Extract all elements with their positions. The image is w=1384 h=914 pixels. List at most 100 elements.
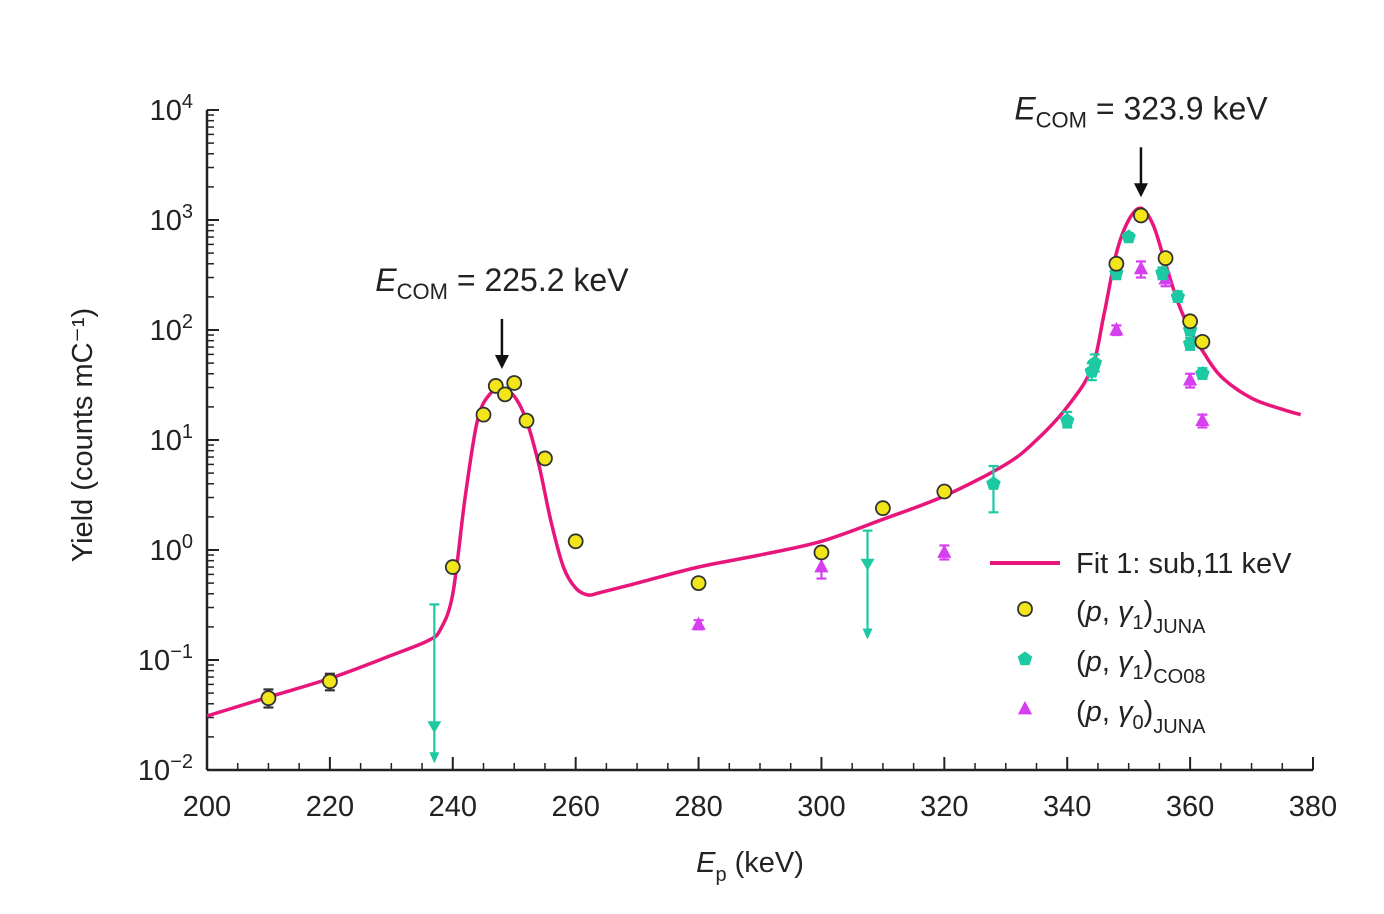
data-marker <box>260 690 277 707</box>
data-point <box>1157 250 1174 267</box>
data-point <box>936 483 953 500</box>
x-tick-label: 260 <box>551 791 599 823</box>
data-point <box>814 556 829 580</box>
legend: Fit 1: sub,11 keV (p, γ1)JUNA (p, γ1)CO08 (… <box>990 548 1292 738</box>
data-point <box>937 544 952 561</box>
data-marker <box>1195 366 1210 380</box>
y-tick-label: 100 <box>150 531 193 567</box>
data-marker <box>874 500 891 517</box>
data-marker <box>814 558 829 573</box>
data-point <box>427 603 442 764</box>
data-marker <box>1109 321 1124 336</box>
x-tick-label: 320 <box>920 791 968 823</box>
data-point <box>518 412 535 429</box>
data-marker <box>691 616 706 630</box>
x-tick-label: 380 <box>1289 791 1337 823</box>
series-circle <box>260 207 1211 709</box>
annotation-arrow-head <box>1133 183 1148 198</box>
legend-fit-label: Fit 1: sub,11 keV <box>1076 548 1292 580</box>
x-tick-label: 340 <box>1043 791 1091 823</box>
upper-limit-arrow <box>862 628 873 640</box>
data-point <box>1194 333 1211 350</box>
data-point <box>1195 412 1210 429</box>
data-point <box>1182 336 1198 351</box>
legend-label: (p, γ1)CO08 <box>1076 646 1205 688</box>
data-point <box>567 533 584 550</box>
data-point <box>475 406 492 423</box>
x-tick-label: 220 <box>306 791 354 823</box>
data-point <box>813 544 830 561</box>
data-point <box>986 464 1001 514</box>
data-marker <box>497 386 513 403</box>
data-marker <box>1087 355 1103 370</box>
legend-marker <box>1017 651 1033 666</box>
fit-curve-layer <box>206 206 1302 718</box>
data-point <box>1087 353 1103 373</box>
y-tick-label: 10−2 <box>138 751 193 787</box>
annotations-layer: ECOM = 225.2 keV ECOM = 323.9 keV <box>375 90 1268 369</box>
data-point <box>874 500 891 517</box>
data-point <box>1182 372 1198 389</box>
annotation-label: ECOM = 225.2 keV <box>375 262 629 304</box>
x-axis: 200 220 240 260 280 300 320 340 360 380 Ep (keV) <box>183 757 1337 886</box>
data-point <box>1170 289 1186 304</box>
data-point <box>691 616 706 631</box>
data-point <box>1109 321 1124 337</box>
data-marker <box>1182 313 1199 330</box>
data-marker <box>1155 265 1170 280</box>
data-marker <box>1170 289 1186 303</box>
data-point <box>506 375 523 391</box>
annotation-arrow-head <box>494 354 509 369</box>
legend-entry-fit: Fit 1: sub,11 keV <box>990 548 1292 580</box>
legend-marker <box>1017 700 1033 715</box>
y-axis: 10−2 10−1 100 101 102 103 104 Yield (counts mC⁻… <box>67 91 219 787</box>
data-marker <box>321 673 338 690</box>
data-marker <box>444 559 461 575</box>
data-point <box>1182 313 1199 330</box>
data-marker <box>1194 333 1211 350</box>
data-marker <box>518 412 535 429</box>
data-point <box>1060 410 1075 429</box>
data-marker <box>1195 412 1210 426</box>
y-tick-label: 102 <box>150 311 193 347</box>
upper-limit-arrow <box>429 752 440 764</box>
x-tick-label: 240 <box>429 791 477 823</box>
data-marker <box>427 721 442 734</box>
data-marker <box>690 575 707 592</box>
y-axis-title: Yield (counts mC⁻¹) <box>67 308 99 562</box>
data-marker <box>1108 255 1125 272</box>
data-point <box>260 688 277 709</box>
legend-label: (p, γ1)JUNA <box>1076 596 1206 638</box>
data-points-layer <box>260 207 1211 764</box>
x-tick-label: 360 <box>1166 791 1214 823</box>
annotation: ECOM = 225.2 keV <box>375 262 629 369</box>
data-marker <box>1182 372 1198 386</box>
data-marker <box>1133 207 1149 224</box>
data-point <box>1133 207 1149 224</box>
data-marker <box>860 558 875 571</box>
annotation-label: ECOM = 323.9 keV <box>1014 90 1268 132</box>
data-marker <box>506 375 523 391</box>
data-point <box>1155 265 1170 281</box>
data-point <box>1121 229 1136 244</box>
data-marker <box>936 483 953 500</box>
fit-curve <box>206 206 1302 718</box>
legend-entry: (p, γ1)JUNA <box>1017 596 1206 638</box>
data-point <box>1195 366 1210 380</box>
data-marker <box>537 450 553 467</box>
data-point <box>537 450 553 467</box>
data-point <box>497 386 513 403</box>
data-point <box>690 575 707 592</box>
data-marker <box>986 476 1001 490</box>
data-point <box>860 529 875 640</box>
legend-entry: (p, γ1)CO08 <box>1017 646 1205 688</box>
data-marker <box>1133 260 1149 275</box>
y-tick-label: 10−1 <box>138 641 193 677</box>
x-axis-title: Ep (keV) <box>696 847 804 886</box>
x-tick-label: 200 <box>183 791 231 823</box>
y-tick-label: 104 <box>150 91 193 127</box>
data-marker <box>1060 412 1075 427</box>
legend-entry: (p, γ0)JUNA <box>1017 696 1206 738</box>
data-marker <box>937 544 952 558</box>
